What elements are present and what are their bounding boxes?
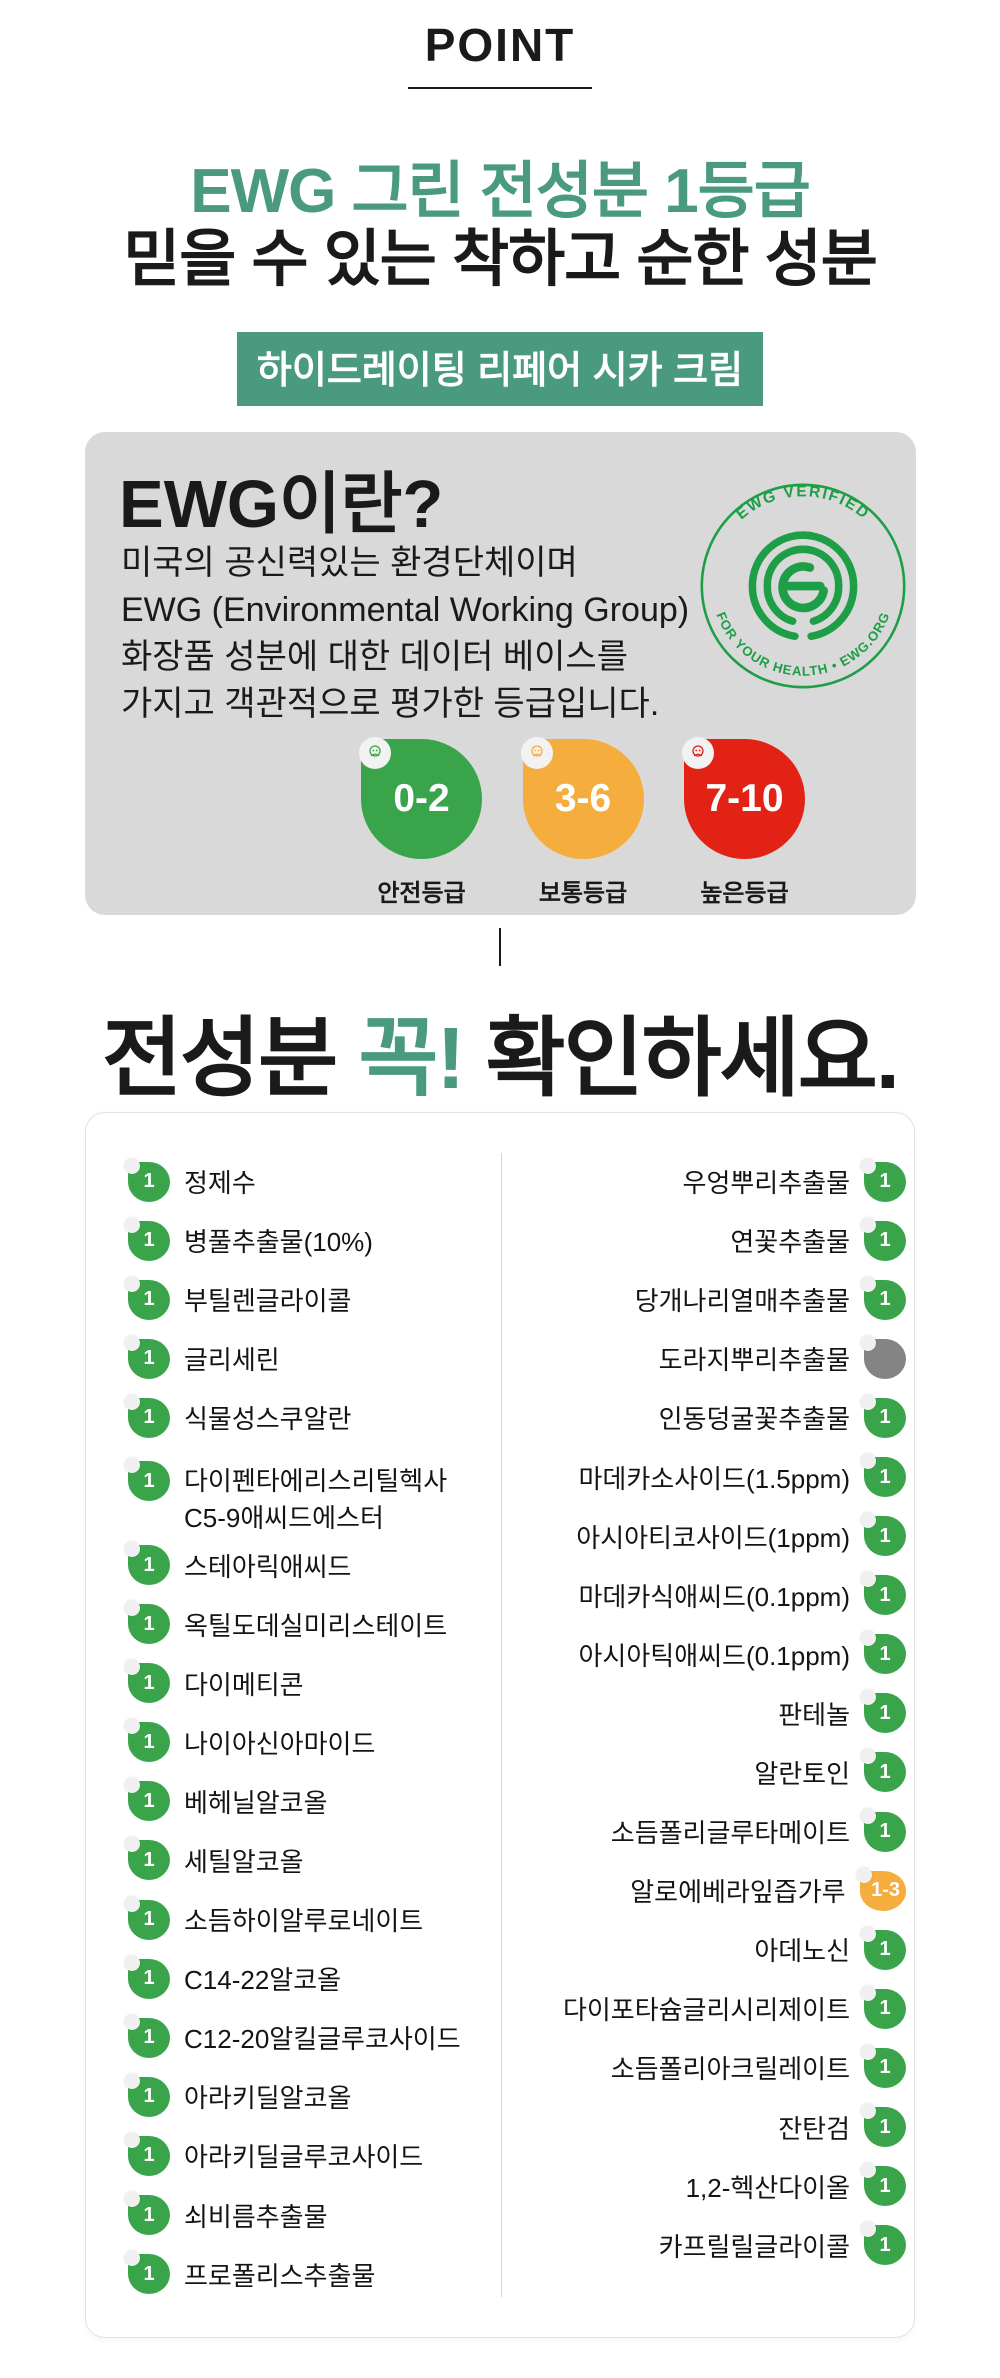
svg-text:FOR YOUR HEALTH • EWG.ORG: FOR YOUR HEALTH • EWG.ORG [713, 610, 892, 679]
svg-text:EWG VERIFIED: EWG VERIFIED [733, 483, 873, 523]
